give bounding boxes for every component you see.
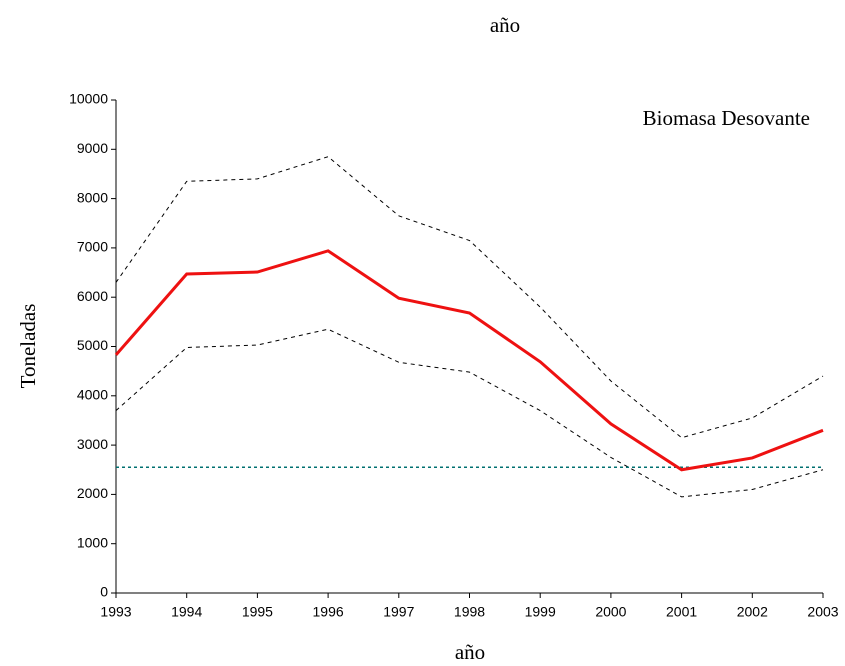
annotation: Biomasa Desovante (643, 106, 810, 130)
line (115, 328, 824, 498)
line (115, 156, 824, 439)
y-tick-label: 4000 (77, 387, 108, 403)
y-tick-label: 1000 (77, 534, 108, 550)
chart-title: año (490, 13, 520, 37)
y-axis-label: Toneladas (16, 304, 40, 389)
line (114, 249, 824, 472)
x-tick-label: 1998 (454, 604, 485, 620)
x-tick-label: 2003 (807, 604, 838, 620)
x-tick-label: 1995 (242, 604, 273, 620)
x-tick-label: 1994 (171, 604, 202, 620)
y-tick-label: 3000 (77, 436, 108, 452)
x-tick-label: 1993 (100, 604, 131, 620)
x-axis-label: año (455, 640, 485, 664)
y-tick-label: 10000 (69, 91, 108, 107)
x-tick-label: 1996 (313, 604, 344, 620)
y-tick-label: 9000 (77, 140, 108, 156)
y-tick-label: 8000 (77, 189, 108, 205)
y-tick-label: 6000 (77, 288, 108, 304)
x-tick-label: 2001 (666, 604, 697, 620)
y-tick-label: 7000 (77, 239, 108, 255)
x-tick-label: 1999 (525, 604, 556, 620)
x-tick-label: 2002 (737, 604, 768, 620)
x-tick-label: 2000 (595, 604, 626, 620)
y-tick-label: 2000 (77, 485, 108, 501)
y-tick-label: 5000 (77, 337, 108, 353)
x-tick-label: 1997 (383, 604, 414, 620)
y-tick-label: 0 (100, 584, 108, 600)
